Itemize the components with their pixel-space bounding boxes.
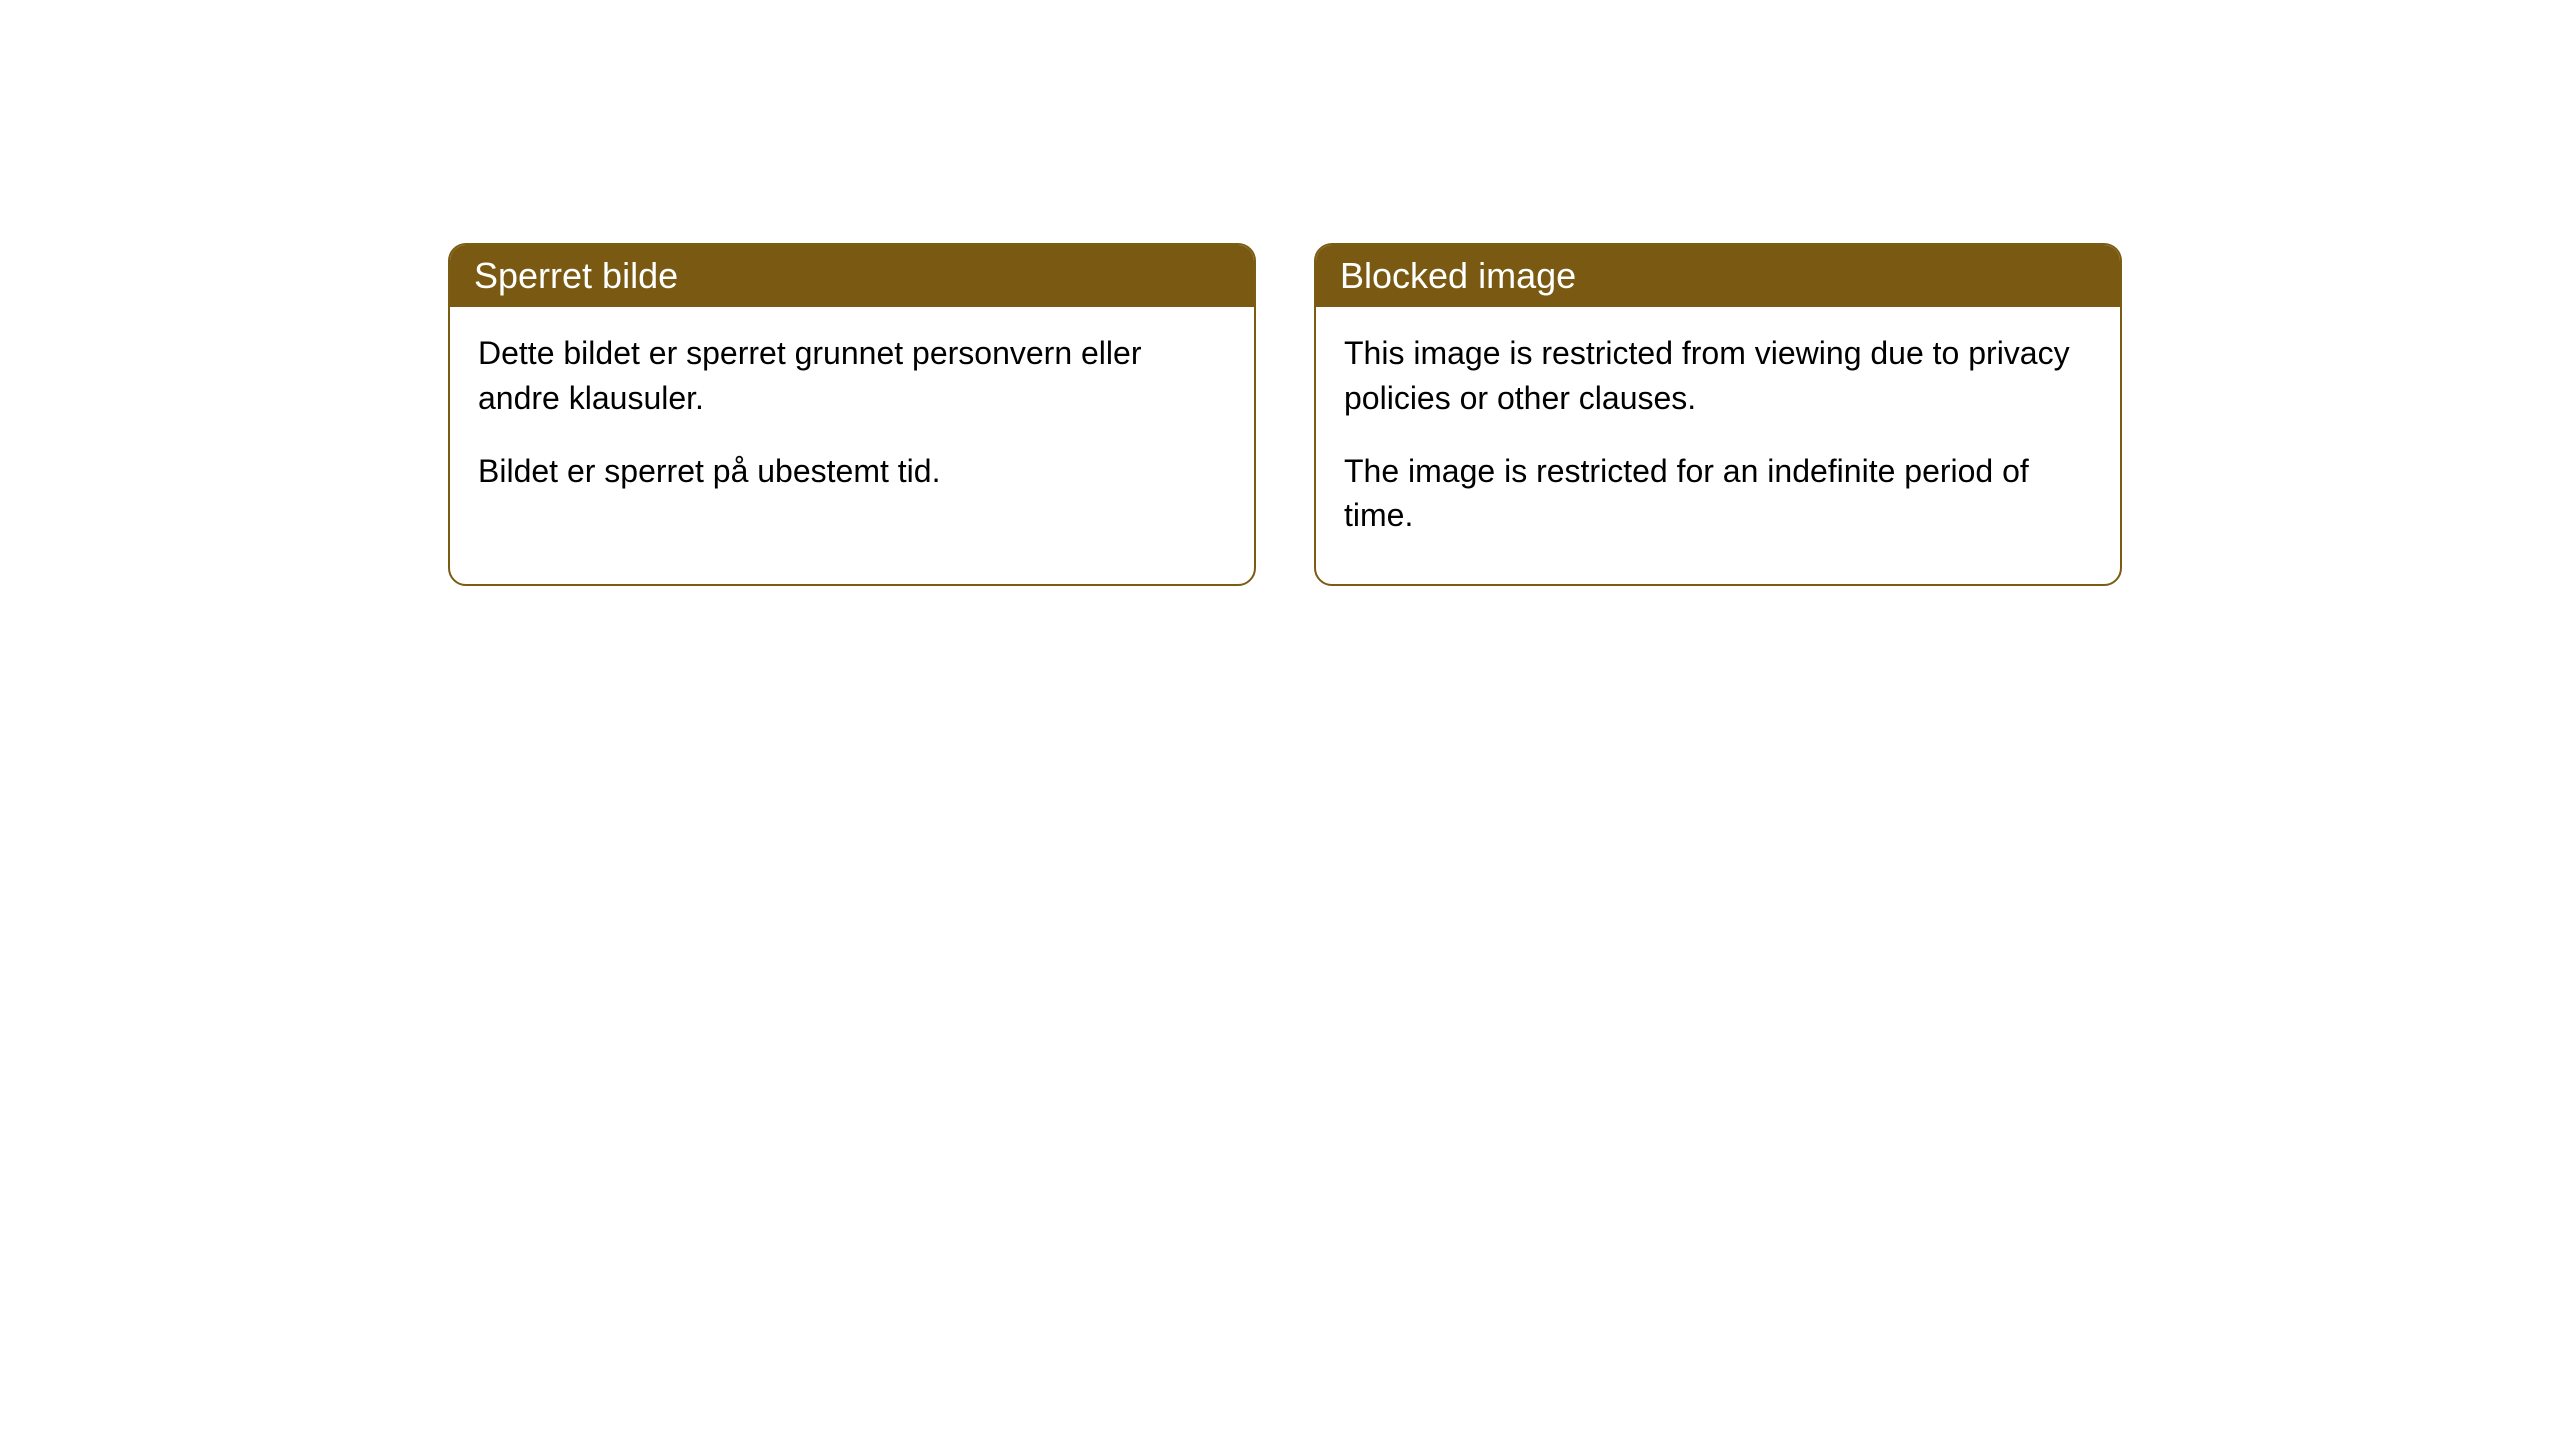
card-header-norwegian: Sperret bilde xyxy=(450,245,1254,307)
notice-card-english: Blocked image This image is restricted f… xyxy=(1314,243,2122,586)
notice-paragraph: Dette bildet er sperret grunnet personve… xyxy=(478,331,1226,421)
notice-paragraph: This image is restricted from viewing du… xyxy=(1344,331,2092,421)
card-header-english: Blocked image xyxy=(1316,245,2120,307)
notice-cards-container: Sperret bilde Dette bildet er sperret gr… xyxy=(448,243,2122,586)
notice-card-norwegian: Sperret bilde Dette bildet er sperret gr… xyxy=(448,243,1256,586)
notice-paragraph: Bildet er sperret på ubestemt tid. xyxy=(478,449,1226,494)
card-body-norwegian: Dette bildet er sperret grunnet personve… xyxy=(450,307,1254,539)
notice-paragraph: The image is restricted for an indefinit… xyxy=(1344,449,2092,539)
card-body-english: This image is restricted from viewing du… xyxy=(1316,307,2120,584)
